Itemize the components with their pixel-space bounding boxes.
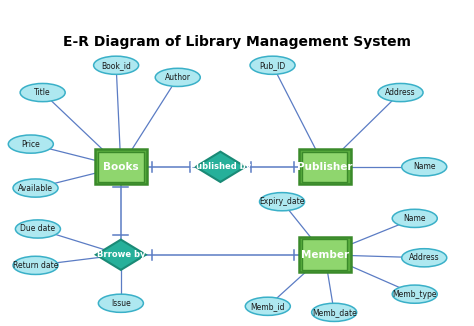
Ellipse shape (99, 294, 143, 312)
Text: Address: Address (409, 253, 439, 262)
Ellipse shape (13, 256, 58, 274)
Text: Price: Price (21, 140, 40, 149)
Polygon shape (195, 152, 246, 182)
Text: Return date: Return date (13, 261, 58, 270)
Text: Name: Name (413, 162, 436, 171)
Ellipse shape (250, 56, 295, 74)
Ellipse shape (93, 56, 138, 74)
Ellipse shape (15, 220, 61, 238)
Text: Issue: Issue (111, 299, 131, 308)
Text: Books: Books (103, 162, 139, 172)
Text: Name: Name (403, 214, 426, 223)
FancyBboxPatch shape (95, 149, 147, 184)
Ellipse shape (378, 83, 423, 102)
Text: Memb_date: Memb_date (312, 308, 356, 317)
FancyBboxPatch shape (299, 149, 351, 184)
Text: Expiry_date: Expiry_date (259, 197, 305, 206)
Text: Brrowe by: Brrowe by (97, 250, 145, 259)
Text: Due date: Due date (20, 225, 55, 233)
Ellipse shape (20, 83, 65, 102)
Text: Member: Member (301, 250, 349, 260)
Ellipse shape (402, 249, 447, 267)
Ellipse shape (9, 135, 53, 153)
Text: Published by: Published by (190, 162, 251, 171)
Text: Available: Available (18, 184, 53, 193)
Ellipse shape (392, 285, 437, 303)
FancyBboxPatch shape (302, 239, 347, 270)
Text: Publisher: Publisher (297, 162, 353, 172)
Text: Pub_ID: Pub_ID (259, 61, 286, 70)
Ellipse shape (13, 179, 58, 197)
Ellipse shape (155, 68, 200, 86)
Polygon shape (96, 240, 146, 270)
Ellipse shape (311, 303, 356, 321)
Ellipse shape (402, 158, 447, 176)
Text: E-R Diagram of Library Management System: E-R Diagram of Library Management System (63, 35, 411, 49)
Text: Book_id: Book_id (101, 61, 131, 70)
Text: Address: Address (385, 88, 416, 97)
Text: Author: Author (165, 73, 191, 82)
Ellipse shape (246, 297, 290, 315)
Ellipse shape (259, 193, 304, 211)
Ellipse shape (392, 209, 437, 228)
Text: Memb_type: Memb_type (392, 290, 437, 299)
FancyBboxPatch shape (302, 152, 347, 182)
Text: Memb_id: Memb_id (251, 302, 285, 311)
FancyBboxPatch shape (299, 237, 351, 272)
FancyBboxPatch shape (98, 152, 144, 182)
Text: Title: Title (34, 88, 51, 97)
